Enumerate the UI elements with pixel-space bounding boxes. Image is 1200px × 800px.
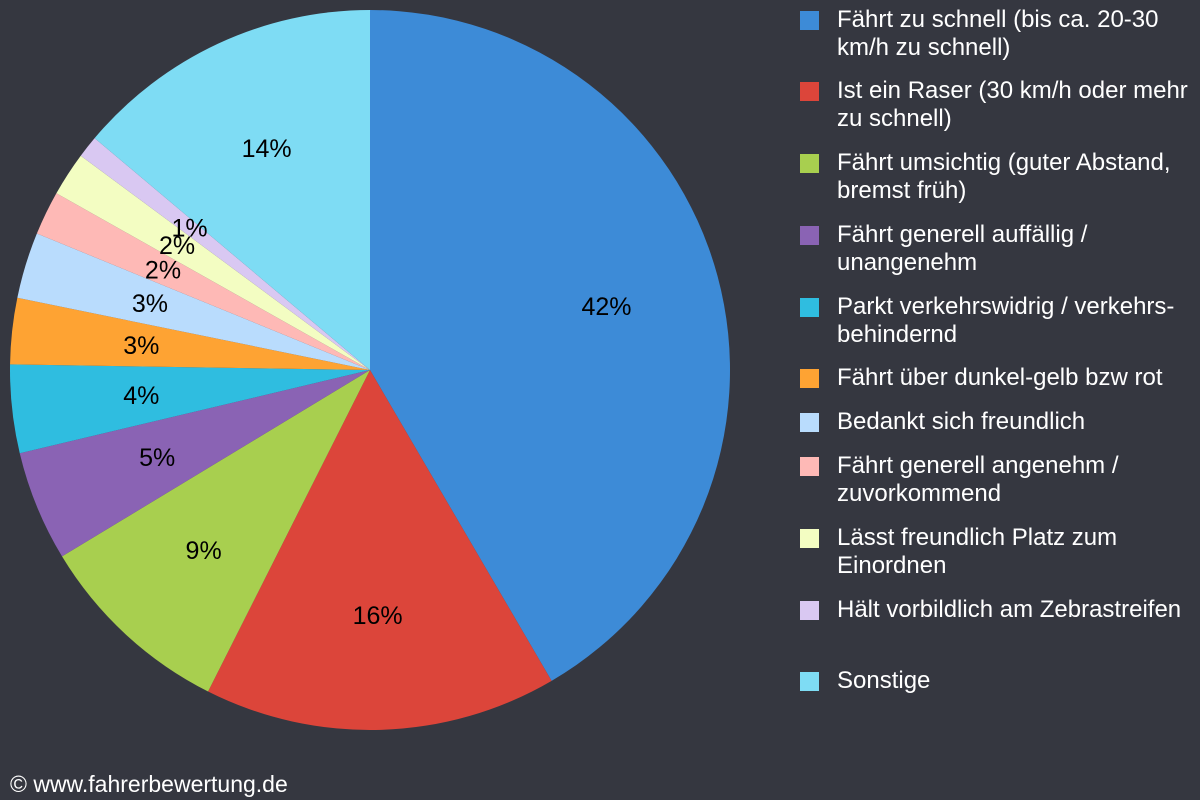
- pie-slice: [94, 10, 370, 370]
- legend-swatch: [800, 672, 819, 691]
- legend-label: Fährt zu schnell (bis ca. 20-30 km/h zu …: [837, 6, 1159, 61]
- pie-slice: [36, 193, 370, 370]
- legend-swatch: [800, 457, 819, 476]
- slice-label: 3%: [132, 290, 168, 318]
- copyright-text: © www.fahrerbewertung.de: [10, 771, 288, 797]
- pie-slice: [17, 233, 370, 370]
- pie-slice: [19, 370, 370, 557]
- slice-label: 2%: [159, 232, 195, 260]
- legend-swatch: [800, 601, 819, 620]
- slice-label: 42%: [581, 293, 631, 321]
- pie-slice: [10, 297, 370, 370]
- legend-label: Fährt über dunkel-gelb bzw rot: [837, 364, 1163, 391]
- legend-swatch: [800, 226, 819, 245]
- legend-label: Hält vorbildlich am Zebrastreifen: [837, 596, 1182, 623]
- legend-swatch: [800, 413, 819, 432]
- pie-chart: 42%16%9%5%4%3%3%2%2%1%14%: [10, 10, 730, 730]
- legend-swatch: [800, 298, 819, 317]
- legend-label: Bedankt sich freundlich: [837, 408, 1086, 435]
- pie-slice: [208, 370, 552, 730]
- slice-label: 16%: [353, 602, 403, 630]
- legend-label: Fährt generell angenehm / zuvorkommend: [837, 452, 1119, 507]
- legend-label: Sonstige: [837, 667, 931, 694]
- slice-label: 9%: [186, 537, 222, 565]
- legend-swatch: [800, 11, 819, 30]
- legend-label: Fährt umsichtig (guter Abstand, bremst f…: [837, 149, 1171, 204]
- legend-swatch: [800, 369, 819, 388]
- legend-label: Parkt verkehrswidrig / verkehrs-behinder…: [837, 293, 1175, 348]
- pie-slice: [10, 364, 371, 454]
- legend-label: Lässt freundlich Platz zum Einordnen: [837, 524, 1118, 579]
- legend-swatch: [800, 82, 819, 101]
- slice-label: 2%: [145, 257, 181, 285]
- pie-slice: [80, 138, 371, 370]
- legend-label: Ist ein Raser (30 km/h oder mehr zu schn…: [837, 77, 1188, 132]
- slice-label: 14%: [242, 135, 292, 163]
- slice-label: 5%: [139, 444, 175, 472]
- pie-slice: [370, 10, 730, 681]
- legend-swatch: [800, 529, 819, 548]
- pie-slice: [62, 370, 370, 692]
- slice-label: 4%: [123, 382, 159, 410]
- slice-label: 3%: [123, 332, 159, 360]
- pie-slice: [56, 155, 371, 370]
- legend-label: Fährt generell auffällig / unangenehm: [837, 221, 1088, 276]
- legend-swatch: [800, 154, 819, 173]
- slice-label: 1%: [171, 214, 207, 242]
